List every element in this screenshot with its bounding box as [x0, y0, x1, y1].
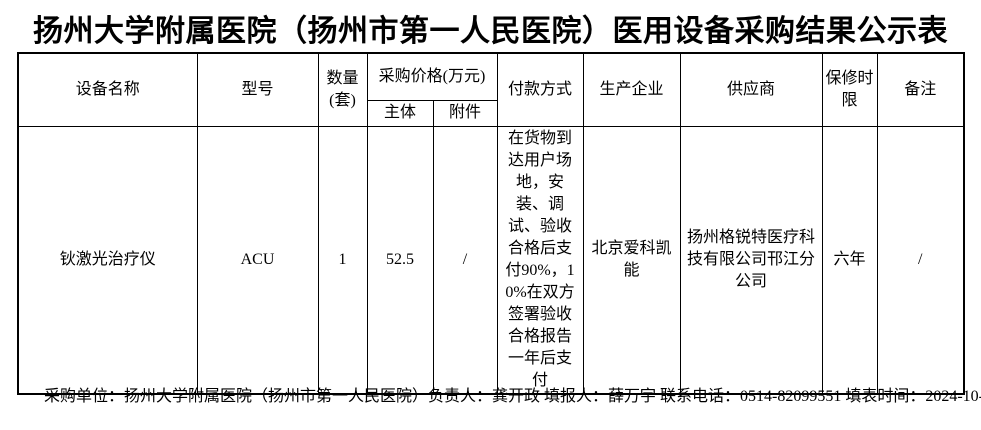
cell-quantity: 1 — [317, 125, 368, 394]
cell-price-main: 52.5 — [366, 125, 434, 394]
header-manufacturer: 生产企业 — [582, 52, 681, 127]
header-price-group: 采购价格(万元) — [366, 52, 498, 101]
header-model: 型号 — [196, 52, 319, 127]
cell-model: ACU — [196, 125, 319, 394]
procurement-table: 设备名称 型号 数量(套) 采购价格(万元) 付款方式 生产企业 供应商 保修时… — [17, 52, 966, 395]
header-price-accessory: 附件 — [432, 99, 498, 127]
cell-equipment-name: 钬激光治疗仪 — [17, 125, 198, 394]
cell-warranty: 六年 — [821, 125, 878, 394]
footer-info: 采购单位：扬州大学附属医院（扬州市第一人民医院）负责人：龚开政 填报人：薛万宇 … — [44, 388, 981, 405]
cell-payment: 在货物到达用户场地，安装、调试、验收合格后支付90%，10%在双方签署验收合格报… — [496, 125, 584, 394]
header-quantity: 数量(套) — [317, 52, 368, 127]
header-remarks: 备注 — [876, 52, 965, 127]
table-row: 钬激光治疗仪 ACU 1 52.5 / 在货物到达用户场地，安装、调试、验收合格… — [17, 125, 965, 394]
header-supplier: 供应商 — [679, 52, 823, 127]
cell-manufacturer: 北京爱科凯能 — [582, 125, 681, 394]
header-warranty: 保修时限 — [821, 52, 878, 127]
header-equipment-name: 设备名称 — [17, 52, 198, 127]
table-header-row-1: 设备名称 型号 数量(套) 采购价格(万元) 付款方式 生产企业 供应商 保修时… — [17, 52, 965, 127]
cell-remarks: / — [876, 125, 965, 394]
page-title: 扬州大学附属医院（扬州市第一人民医院）医用设备采购结果公示表 — [33, 15, 948, 48]
cell-supplier: 扬州格锐特医疗科技有限公司邗江分公司 — [679, 125, 823, 394]
header-payment: 付款方式 — [496, 52, 584, 127]
header-price-main: 主体 — [366, 99, 434, 127]
table-header-row-2: 主体 附件 — [18, 99, 964, 127]
cell-price-accessory: / — [432, 125, 498, 394]
